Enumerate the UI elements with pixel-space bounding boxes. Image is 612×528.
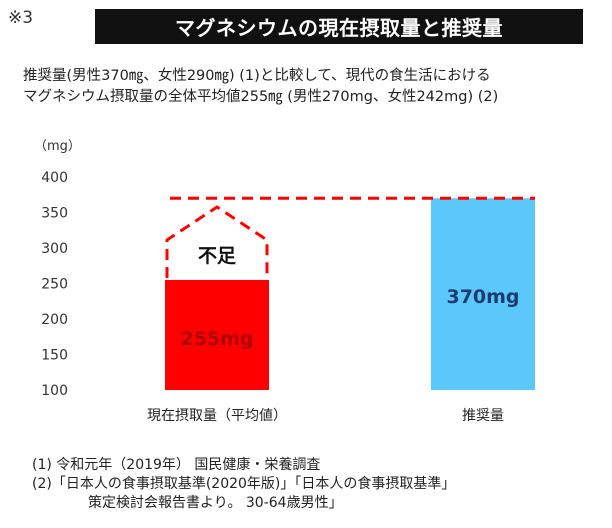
y-tick-label: 300 <box>41 241 68 257</box>
footnote-1: (1) 令和元年（2019年） 国民健康・栄養調査 <box>32 457 321 473</box>
description-line-2: マグネシウム摂取量の全体平均値255㎎ (男性270mg、女性242mg) (2… <box>23 89 499 105</box>
title-text: マグネシウムの現在摂取量と推奨量 <box>175 16 503 40</box>
shortfall-outline <box>165 205 269 278</box>
y-tick-label: 100 <box>41 383 68 399</box>
footnote-2: (2)「日本人の食事摂取基準(2020年版)」「日本人の食事摂取基準」 <box>32 476 456 492</box>
y-axis-unit-label: （mg） <box>34 139 81 154</box>
y-tick-label: 200 <box>41 312 68 328</box>
bar-data-label: 370mg <box>446 286 519 308</box>
y-tick-label: 250 <box>41 277 68 293</box>
x-tick-label: 現在摂取量（平均値） <box>147 408 287 424</box>
y-tick-label: 150 <box>41 348 68 364</box>
y-tick-label: 350 <box>41 206 68 222</box>
bar-data-label: 255mg <box>180 328 253 350</box>
description: 推奨量(男性370㎎、女性290㎎) (1)と比較して、現代の食生活における マ… <box>23 66 498 108</box>
y-tick-label: 400 <box>41 170 68 186</box>
shortfall-label: 不足 <box>198 245 237 267</box>
page-title: マグネシウムの現在摂取量と推奨量 <box>95 9 583 44</box>
bar <box>431 198 535 390</box>
description-line-1: 推奨量(男性370㎎、女性290㎎) (1)と比較して、現代の食生活における <box>23 68 491 84</box>
footnote-2-continued: 策定検討会報告書より。 30-64歳男性」 <box>88 495 343 511</box>
footnotes: (1) 令和元年（2019年） 国民健康・栄養調査 (2)「日本人の食事摂取基準… <box>32 456 455 513</box>
bar <box>165 279 269 390</box>
x-tick-label: 推奨量 <box>462 408 504 424</box>
note-mark: ※3 <box>8 8 34 28</box>
